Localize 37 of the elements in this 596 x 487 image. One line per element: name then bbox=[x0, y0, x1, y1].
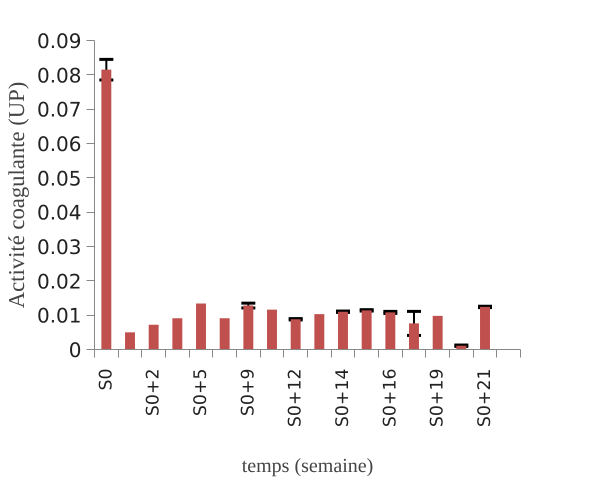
bar bbox=[409, 323, 419, 350]
x-tick-label: S0+16 bbox=[380, 368, 400, 428]
x-tick-label: S0+21 bbox=[475, 368, 495, 428]
bar bbox=[338, 312, 348, 350]
bar bbox=[125, 332, 135, 350]
x-tick-label: S0+12 bbox=[286, 368, 306, 428]
y-tick-label: 0 bbox=[68, 338, 82, 362]
y-tick-label: 0.05 bbox=[36, 166, 82, 190]
x-tick-label: S0+14 bbox=[333, 368, 353, 428]
x-axis-title: temps (semaine) bbox=[242, 455, 374, 478]
bar bbox=[432, 316, 443, 350]
y-tick-label: 0.03 bbox=[36, 235, 82, 259]
x-tick-label: S0 bbox=[96, 368, 116, 391]
x-tick-label: S0+9 bbox=[238, 368, 258, 416]
bar bbox=[314, 314, 324, 350]
y-tick-label: 0.04 bbox=[36, 200, 82, 225]
y-tick-label: 0.01 bbox=[36, 304, 82, 328]
y-tick-label: 0.02 bbox=[36, 269, 82, 294]
bar bbox=[385, 312, 396, 350]
bar bbox=[267, 310, 277, 350]
bar bbox=[220, 318, 230, 350]
bar bbox=[196, 303, 206, 350]
y-tick-label: 0.08 bbox=[36, 63, 82, 88]
y-axis-title: Activité coagulante (UP) bbox=[4, 82, 29, 308]
bar bbox=[148, 324, 159, 350]
y-tick-label: 0.07 bbox=[36, 98, 82, 122]
x-tick-label: S0+5 bbox=[191, 368, 211, 416]
x-tick-label: S0+19 bbox=[428, 368, 448, 428]
bar bbox=[290, 319, 301, 350]
y-tick-label: 0.06 bbox=[36, 132, 82, 156]
bar bbox=[243, 306, 254, 350]
bar bbox=[480, 306, 490, 350]
x-tick-label: S0+2 bbox=[144, 368, 164, 416]
bar bbox=[101, 70, 112, 350]
y-tick-label: 0.09 bbox=[36, 29, 82, 53]
bar bbox=[172, 318, 182, 350]
bar bbox=[362, 310, 372, 350]
